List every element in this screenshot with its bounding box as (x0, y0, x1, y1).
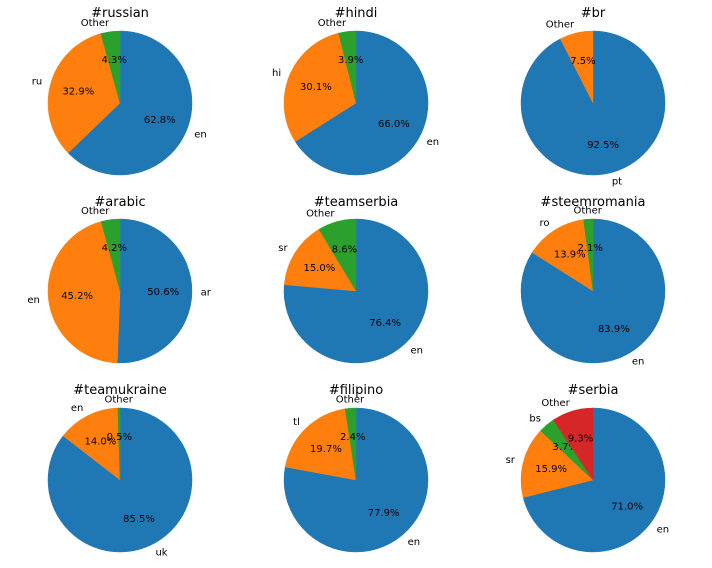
pie-teamserbia: #teamserbia en 76.4% sr 15.0% Other 8.6% (278, 195, 429, 364)
slice-label: en (408, 537, 421, 548)
pie-slice-other (318, 218, 357, 292)
slice-percent: 92.5% (587, 140, 619, 151)
pie-title: #hindi (335, 6, 378, 21)
slice-label: en (632, 357, 645, 368)
slice-label: Other (546, 20, 575, 31)
slice-percent: 77.9% (368, 508, 400, 519)
slice-percent: 30.1% (300, 82, 332, 93)
pie-slice-other (100, 218, 121, 292)
slice-label: sr (278, 243, 288, 254)
slice-percent: 4.3% (101, 55, 126, 66)
slice-label: Other (81, 206, 110, 217)
slice-label: en (71, 403, 84, 414)
slice-label: sr (506, 455, 516, 466)
slice-percent: 8.6% (332, 244, 357, 255)
pie-slice-other (344, 407, 357, 481)
pie-hindi: #hindi en 66.0% hi 30.1% Other 3.9% (272, 6, 440, 176)
slice-label: Other (573, 206, 602, 217)
slice-percent: 4.2% (102, 243, 127, 254)
pie-title: #serbia (568, 383, 619, 398)
slice-percent: 45.2% (61, 291, 93, 302)
slice-percent: 66.0% (378, 119, 410, 130)
pie-slice-other (559, 30, 594, 104)
slice-label: Other (336, 395, 365, 406)
pie-slice-other (100, 30, 121, 104)
pie-slice-en (47, 221, 121, 364)
slice-percent: 62.8% (144, 115, 176, 126)
slice-label: Other (81, 18, 110, 29)
pie-slice-other (117, 407, 121, 481)
pie-slice-ru (47, 33, 121, 154)
pie-russian: #russian en 62.8% ru 32.9% Other 4.3% (32, 6, 207, 176)
pie-slice-other (552, 407, 594, 481)
slice-percent: 2.1% (577, 243, 602, 254)
pie-slice-en (62, 407, 121, 481)
slice-label: ro (540, 218, 550, 229)
slice-label: pt (612, 176, 622, 187)
slice-percent: 15.9% (535, 464, 567, 475)
slice-percent: 85.5% (123, 514, 155, 525)
slice-percent: 83.9% (598, 324, 630, 335)
slice-label: Other (541, 398, 570, 409)
pie-slice-en (67, 30, 193, 176)
slice-label: Other (318, 18, 347, 29)
pie-slice-en (294, 30, 429, 176)
slice-percent: 0.5% (107, 432, 132, 443)
slice-label: ru (32, 77, 42, 88)
slice-percent: 19.7% (310, 444, 342, 455)
pie-slice-tl (284, 408, 357, 481)
slice-percent: 15.0% (303, 263, 335, 274)
slice-label: en (657, 525, 670, 536)
pie-title: #teamserbia (314, 195, 399, 210)
pie-slice-ro (531, 219, 594, 292)
slice-percent: 13.9% (554, 250, 586, 261)
pie-slice-other (338, 30, 357, 104)
slice-percent: 3.7% (552, 442, 577, 453)
pie-title: #br (581, 6, 606, 21)
pie-arabic: #arabic ar 50.6% en 45.2% Other 4.2% (27, 195, 212, 364)
pie-slice-ar (117, 218, 193, 364)
pie-slice-other (583, 218, 594, 292)
slice-percent: 14.0% (84, 437, 116, 448)
pie-slice-hi (283, 32, 357, 142)
slice-label: en (194, 130, 207, 141)
pie-title: #teamukraine (73, 383, 167, 398)
slice-label: en (410, 345, 423, 356)
pie-title: #filipino (329, 383, 383, 398)
pie-teamukraine: #teamukraine uk 85.5% en 14.0% Other 0.5% (47, 383, 193, 558)
slice-label: uk (155, 547, 167, 558)
pie-slice-sr (520, 430, 594, 498)
pie-serbia: #serbia en 71.0% sr 15.9% bs 3.7% Other 9.3% (506, 383, 670, 553)
slice-percent: 2.4% (340, 432, 365, 443)
slice-percent: 32.9% (62, 87, 94, 98)
slice-percent: 3.9% (338, 55, 363, 66)
slice-label: ar (201, 288, 212, 299)
pie-slice-en (522, 407, 666, 553)
pie-slice-sr (284, 228, 357, 292)
slice-label: en (27, 295, 40, 306)
pie-br: #br pt 92.5% Other 7.5% (520, 6, 666, 187)
pie-title: #russian (91, 6, 149, 21)
slice-label: tl (293, 417, 300, 428)
slice-label: bs (529, 413, 541, 424)
pie-steemromania: #steemromania en 83.9% ro 13.9% Other 2.1% (520, 195, 666, 368)
slice-label: en (427, 137, 440, 148)
pie-filipino: #filipino en 77.9% tl 19.7% Other 2.4% (283, 383, 429, 553)
pie-title: #arabic (94, 195, 145, 210)
slice-label: hi (272, 68, 281, 79)
slice-label: Other (306, 208, 335, 219)
slice-percent: 76.4% (369, 318, 401, 329)
slice-percent: 50.6% (147, 287, 179, 298)
pie-title: #steemromania (541, 195, 646, 210)
slice-percent: 9.3% (568, 434, 593, 445)
slice-label: Other (105, 394, 134, 405)
slice-percent: 7.5% (570, 56, 595, 67)
slice-percent: 71.0% (611, 502, 643, 513)
